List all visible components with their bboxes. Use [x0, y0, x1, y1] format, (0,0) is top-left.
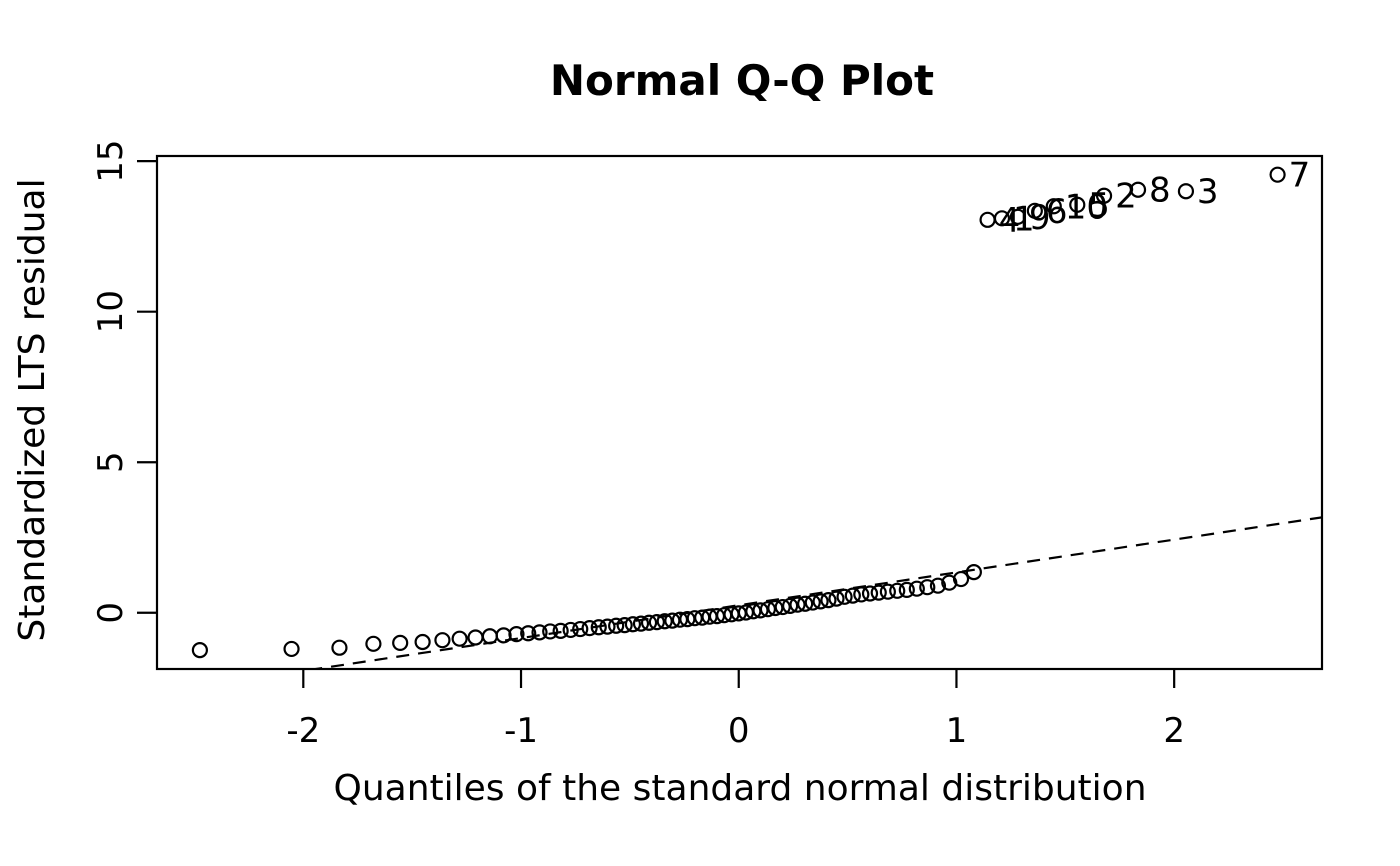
data-point [1269, 166, 1286, 183]
data-point [283, 640, 300, 658]
data-point [648, 614, 665, 631]
data-point [616, 617, 633, 634]
data-points-group [191, 166, 1286, 659]
data-point [1129, 181, 1147, 198]
x-tick-label: 0 [728, 711, 750, 751]
outlier-label: 3 [1197, 172, 1219, 212]
reference-line-group [308, 516, 1322, 669]
data-point [853, 586, 870, 603]
data-point [919, 579, 936, 596]
data-point [508, 626, 525, 643]
data-point [908, 580, 925, 597]
data-point [191, 642, 208, 659]
plot-border [155, 154, 1324, 671]
data-point [331, 639, 348, 656]
data-point [870, 584, 887, 601]
y-tick-label: 0 [91, 602, 131, 624]
data-point [812, 593, 829, 610]
data-point [1045, 198, 1062, 215]
qq-reference-line [308, 516, 1322, 669]
data-point [993, 210, 1011, 227]
data-point [774, 598, 791, 616]
data-point [1177, 183, 1195, 200]
data-point [599, 618, 616, 635]
data-point [804, 594, 821, 611]
outlier-label: 4 [999, 201, 1021, 241]
chart-title: Normal Q-Q Plot [550, 56, 934, 105]
data-point [828, 590, 845, 607]
data-point [542, 623, 559, 640]
data-point [889, 582, 906, 599]
data-point [898, 581, 915, 598]
data-point [1009, 208, 1026, 225]
data-point [451, 630, 468, 647]
data-point [590, 619, 607, 636]
x-tick-label: 1 [946, 711, 968, 751]
data-point [552, 622, 569, 639]
data-point [467, 629, 484, 646]
outlier-label: 9 [1029, 198, 1051, 238]
data-point [797, 595, 814, 612]
data-point [965, 564, 982, 581]
outlier-label: 1 [1013, 199, 1035, 239]
y-tick-label: 15 [91, 139, 131, 182]
data-point [562, 621, 579, 639]
data-point [1069, 196, 1086, 213]
data-point [531, 624, 548, 641]
data-point [979, 211, 996, 228]
data-point [664, 612, 681, 629]
data-point [789, 596, 806, 613]
data-point [624, 616, 642, 633]
data-point [752, 602, 769, 619]
outlier-label: 7 [1289, 156, 1311, 196]
x-tick-label: -2 [286, 711, 320, 751]
outlier-label: 10 [1065, 187, 1108, 227]
outlier-label: 8 [1149, 171, 1171, 211]
data-point [481, 628, 498, 645]
data-point [820, 592, 837, 609]
y-tick-label: 5 [91, 451, 131, 473]
x-tick-label: 2 [1163, 711, 1185, 751]
data-point [1026, 202, 1043, 219]
data-point [434, 632, 451, 649]
data-point [640, 614, 658, 631]
data-point [861, 585, 879, 602]
data-point [879, 583, 896, 600]
data-point [572, 620, 589, 638]
data-point [520, 625, 537, 642]
y-tick-label: 10 [91, 290, 131, 333]
data-point [1095, 187, 1113, 204]
outlier-label: 2 [1115, 177, 1137, 217]
data-point [608, 617, 625, 634]
x-axis: -2 -1 0 1 2 [286, 669, 1185, 751]
data-point [365, 635, 382, 652]
x-tick-label: -1 [504, 711, 538, 751]
data-point [392, 634, 409, 651]
data-point [929, 577, 947, 594]
data-point [414, 633, 431, 651]
y-axis-label: Standardized LTS residual [12, 178, 53, 641]
outlier-label: 6 [1046, 192, 1068, 232]
outlier-label: 5 [1088, 186, 1110, 226]
data-point [581, 620, 598, 637]
data-point [782, 597, 799, 614]
data-point [632, 615, 650, 632]
data-point [656, 613, 673, 630]
x-axis-label: Quantiles of the standard normal distrib… [333, 768, 1146, 809]
data-point [952, 570, 970, 588]
data-point [844, 587, 861, 604]
y-axis: 0 5 10 15 [91, 139, 157, 624]
data-point [836, 588, 853, 605]
